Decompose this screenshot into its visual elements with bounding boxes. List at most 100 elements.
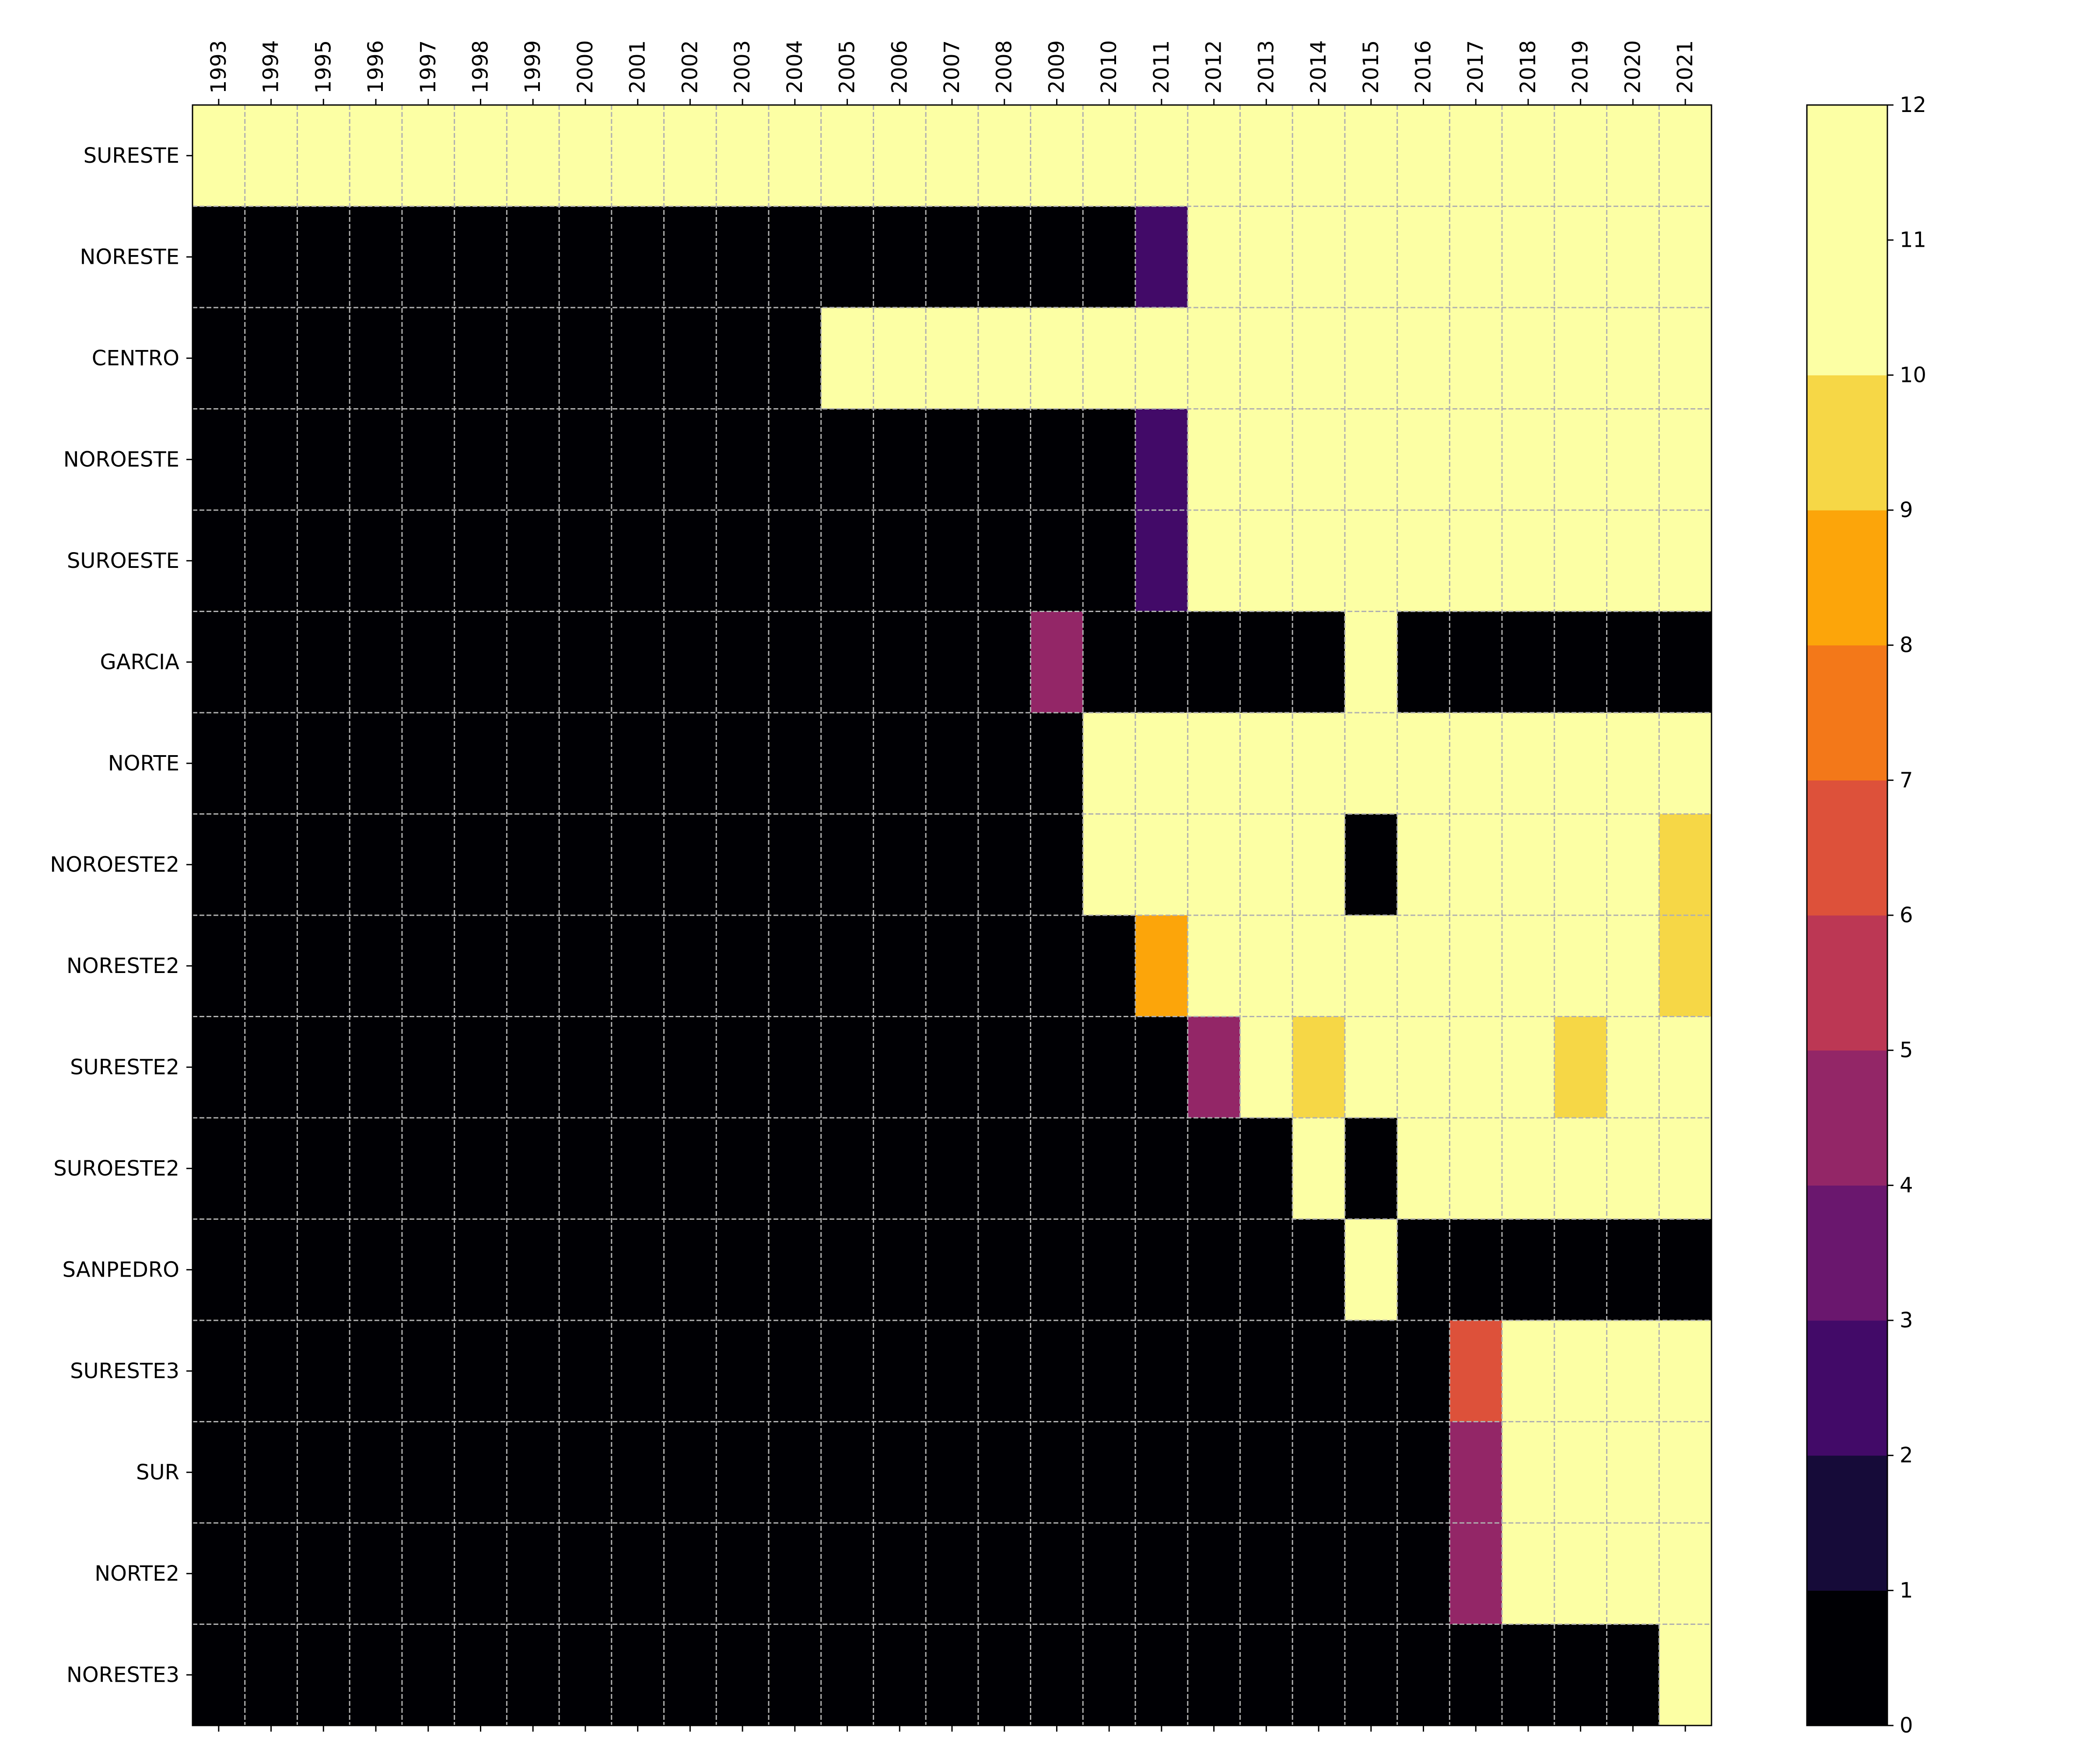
heatmap-cell [1083, 1523, 1136, 1625]
heatmap-cell [716, 915, 769, 1017]
heatmap-cell [1606, 713, 1659, 815]
heatmap-cell [192, 1624, 245, 1726]
heatmap-cell [926, 1016, 979, 1118]
heatmap-cell [559, 1016, 612, 1118]
heatmap-cell [1083, 1219, 1136, 1321]
heatmap-cell [611, 1016, 665, 1118]
heatmap-cell [350, 1523, 402, 1625]
colorbar-segment [1807, 780, 1887, 916]
heatmap-cell [507, 510, 560, 612]
colorbar-tick-label: 9 [1900, 498, 1913, 522]
heatmap-cell [454, 1523, 507, 1625]
heatmap-cell [978, 1118, 1031, 1220]
heatmap-cell [716, 1320, 769, 1422]
heatmap-cell [1292, 1523, 1345, 1625]
heatmap-cell [716, 308, 769, 410]
heatmap-cell [297, 611, 350, 713]
heatmap-cell [507, 1219, 560, 1321]
heatmap-cell [402, 206, 455, 308]
heatmap-cell [1187, 915, 1241, 1017]
heatmap-cell [1030, 510, 1083, 612]
heatmap-cell [454, 1016, 507, 1118]
heatmap-cell [1449, 1219, 1502, 1321]
heatmap-cell [1397, 915, 1450, 1017]
heatmap-cell [873, 1523, 926, 1625]
heatmap-cell [978, 1523, 1031, 1625]
heatmap-cell [1240, 1421, 1293, 1523]
heatmap-cell [873, 1320, 926, 1422]
heatmap-cell [821, 1320, 874, 1422]
heatmap-cell [1187, 713, 1241, 815]
heatmap-cell [1659, 308, 1712, 410]
heatmap-cell [1135, 1320, 1188, 1422]
colorbar-tick-label: 0 [1900, 1713, 1913, 1738]
heatmap-cell [454, 1624, 507, 1726]
heatmap-cell [1606, 1320, 1659, 1422]
heatmap-cell [245, 713, 298, 815]
heatmap-cell [559, 1118, 612, 1220]
heatmap-cell [1449, 915, 1502, 1017]
heatmap-cell [926, 713, 979, 815]
heatmap-cell [716, 510, 769, 612]
heatmap-cell [350, 611, 402, 713]
heatmap-cell [297, 1219, 350, 1321]
heatmap-cell [611, 105, 665, 207]
heatmap-cell [978, 1320, 1031, 1422]
heatmap-cell [1449, 1118, 1502, 1220]
heatmap-cell [1449, 814, 1502, 916]
heatmap-cell [1240, 814, 1293, 916]
heatmap-cell [664, 814, 717, 916]
heatmap-cell [192, 510, 245, 612]
heatmap-cell [454, 915, 507, 1017]
heatmap-cell [559, 105, 612, 207]
heatmap-cell [1030, 1320, 1083, 1422]
heatmap-cell [821, 1016, 874, 1118]
heatmap-cell [1397, 1118, 1450, 1220]
heatmap-cell [1240, 206, 1293, 308]
heatmap-cell [1397, 814, 1450, 916]
colorbar-tick-label: 7 [1900, 768, 1913, 792]
heatmap-cell [1240, 713, 1293, 815]
heatmap-cell [926, 1118, 979, 1220]
heatmap-cell [1083, 1624, 1136, 1726]
x-tick-label: 2007 [940, 40, 964, 94]
heatmap-cell [1397, 1421, 1450, 1523]
heatmap-cell [1292, 713, 1345, 815]
heatmap-cell [1397, 1523, 1450, 1625]
heatmap-cell [1606, 1016, 1659, 1118]
heatmap-cell [768, 915, 822, 1017]
heatmap-cell [873, 1624, 926, 1726]
x-tick-label: 2000 [573, 40, 598, 94]
colorbar-tick-label: 4 [1900, 1173, 1913, 1197]
heatmap-cell [873, 1118, 926, 1220]
x-tick-label: 2002 [678, 40, 702, 94]
heatmap-cell [350, 1118, 402, 1220]
heatmap-cell [873, 1016, 926, 1118]
heatmap-cell [873, 1421, 926, 1523]
colorbar-tick-label: 11 [1900, 228, 1926, 252]
heatmap-cell [402, 409, 455, 511]
heatmap-cell [402, 713, 455, 815]
heatmap-cell [1606, 409, 1659, 511]
heatmap-cell [192, 915, 245, 1017]
heatmap-cell [1502, 814, 1555, 916]
heatmap-cell [1449, 1624, 1502, 1726]
heatmap-cell [1606, 1624, 1659, 1726]
colorbar-segment [1807, 1455, 1887, 1591]
heatmap-cell [716, 1421, 769, 1523]
heatmap-cell [1292, 1219, 1345, 1321]
heatmap-cell [297, 409, 350, 511]
heatmap-cell [1606, 814, 1659, 916]
heatmap-cell [1659, 1016, 1712, 1118]
heatmap-cell [507, 1624, 560, 1726]
heatmap-cell [1187, 1016, 1241, 1118]
heatmap-cell [611, 1118, 665, 1220]
heatmap-cell [559, 1320, 612, 1422]
heatmap-cell [402, 1219, 455, 1321]
x-tick-label: 2018 [1516, 40, 1540, 94]
heatmap-cell [664, 510, 717, 612]
heatmap-cell [1606, 510, 1659, 612]
heatmap-cell [664, 105, 717, 207]
heatmap-cell [611, 409, 665, 511]
heatmap-cell [716, 1016, 769, 1118]
